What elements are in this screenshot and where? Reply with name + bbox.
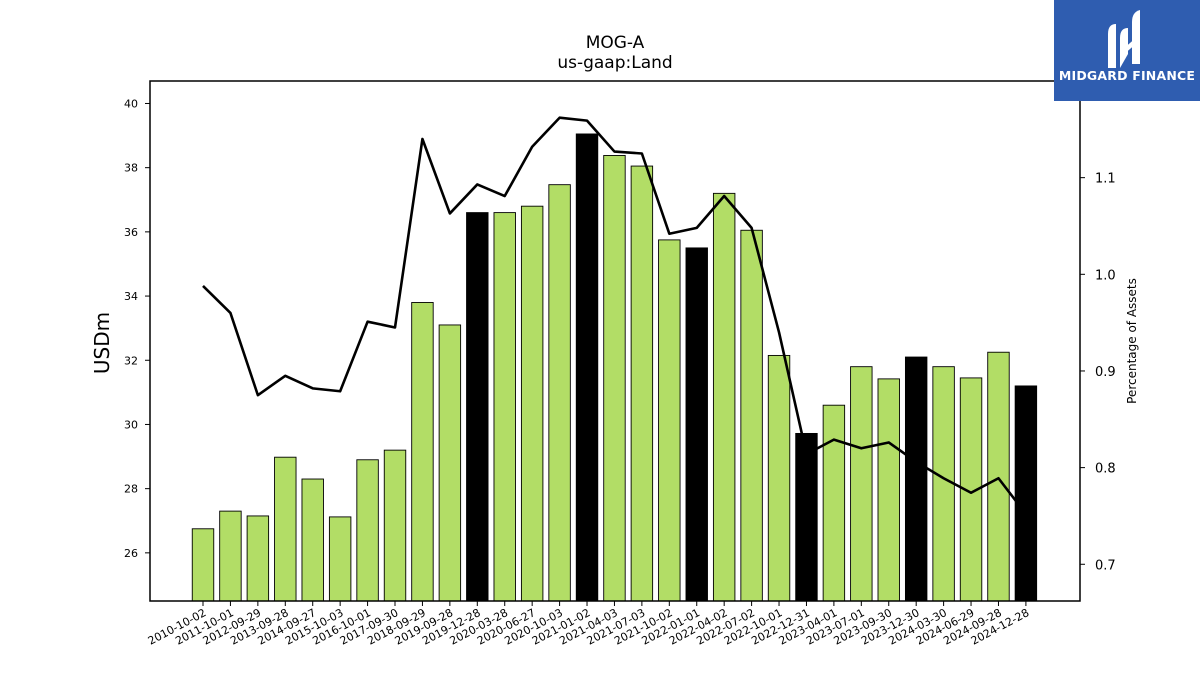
bar-2018-09-29: [411, 302, 434, 602]
y2-tick-label: 1.1: [1095, 172, 1116, 187]
bar-2020-03-28: [493, 212, 516, 602]
bar-2013-09-28: [274, 456, 297, 602]
y2-tick-label: 0.7: [1095, 558, 1116, 573]
y-tick-label: 38: [124, 162, 138, 175]
bar-2016-10-01: [356, 459, 379, 602]
y-tick-label: 32: [124, 354, 138, 367]
axis-ticks-group: 26283032343638400.70.80.91.01.12010-10-0…: [124, 97, 1116, 647]
bar-2022-10-01: [767, 354, 791, 602]
bar-2021-01-02: [575, 133, 599, 602]
bar-2023-12-30: [904, 356, 928, 602]
line-group: [202, 116, 1027, 515]
y-tick-label: 26: [124, 547, 138, 560]
bar-2010-10-02: [191, 528, 215, 602]
y-tick-label: 40: [124, 97, 138, 110]
bar-2011-10-01: [219, 510, 242, 602]
brand-logo: MIDGARD FINANCE: [1054, 0, 1200, 101]
bar-2019-09-28: [438, 324, 462, 602]
y-tick-label: 36: [124, 226, 138, 239]
bar-2014-09-27: [301, 478, 324, 602]
y2-tick-label: 0.8: [1095, 462, 1116, 477]
y-tick-label: 28: [124, 483, 138, 496]
bar-2022-07-02: [740, 229, 763, 602]
bar-2022-12-31: [795, 432, 818, 602]
bar-2020-06-27: [520, 205, 544, 602]
pct-assets-line: [202, 116, 1027, 515]
y2-axis-label: Percentage of Assets: [1125, 278, 1139, 404]
brand-name: MIDGARD FINANCE: [1058, 68, 1196, 83]
bars-group: [191, 133, 1038, 602]
chart-title: MOG-A: [586, 33, 645, 53]
plot-frame: [149, 80, 1081, 602]
bar-2022-04-02: [712, 192, 736, 602]
chart-subtitle: us-gaap:Land: [557, 53, 672, 73]
bar-2021-10-02: [658, 239, 681, 602]
bar-2022-01-01: [685, 247, 708, 602]
midgard-m-logo-icon: [1108, 10, 1140, 68]
bar-2023-07-01: [850, 366, 873, 602]
bar-2012-09-29: [246, 515, 270, 602]
bar-2021-04-03: [603, 155, 626, 602]
bar-2019-12-28: [466, 212, 489, 602]
y2-tick-label: 1.0: [1095, 268, 1116, 283]
y2-tick-label: 0.9: [1095, 365, 1116, 380]
bar-2021-07-03: [630, 165, 654, 602]
y-tick-label: 34: [124, 290, 138, 303]
bar-2023-04-01: [822, 404, 846, 602]
bar-2024-12-28: [1014, 385, 1038, 602]
bar-2017-09-30: [383, 449, 407, 602]
bar-2015-10-03: [328, 516, 352, 602]
bar-2024-03-30: [932, 366, 955, 602]
bar-2020-10-03: [548, 184, 571, 602]
bar-2023-09-30: [877, 378, 900, 602]
bar-2024-09-28: [987, 351, 1010, 602]
y-axis-label: USDm: [90, 312, 114, 374]
y-tick-label: 30: [124, 418, 138, 431]
